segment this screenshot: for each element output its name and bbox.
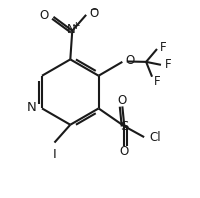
Text: +: + [72,21,81,30]
Text: O: O [90,7,99,20]
Text: F: F [160,41,167,54]
Text: O: O [120,145,129,158]
Text: O: O [118,94,127,107]
Text: N: N [67,23,76,36]
Text: N: N [26,101,36,114]
Text: O: O [39,9,49,22]
Text: S: S [120,120,129,133]
Text: O: O [125,54,135,67]
Text: F: F [165,58,171,71]
Text: I: I [53,148,56,161]
Text: −: − [90,5,99,15]
Text: F: F [154,75,160,88]
Text: Cl: Cl [150,131,161,144]
